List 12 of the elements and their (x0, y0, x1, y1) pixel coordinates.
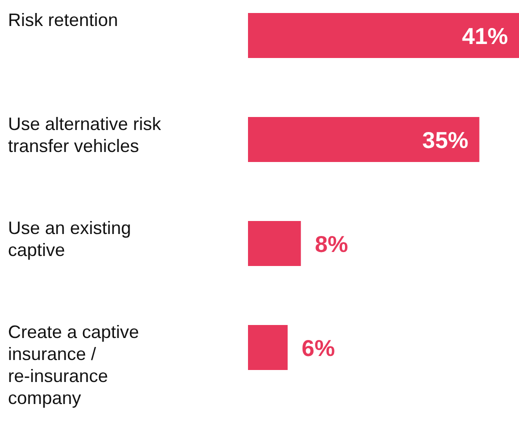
data-label: 8% (314, 230, 348, 257)
data-label: 35% (422, 126, 468, 153)
data-label: 41% (462, 22, 508, 49)
bar (248, 221, 301, 266)
y-tick-label: Use alternative risk transfer vehicles (8, 114, 162, 156)
y-tick-label: Create a captive insurance / re-insurance company (8, 322, 140, 408)
y-tick-label: Use an existing captive (8, 218, 132, 260)
bar (248, 117, 480, 162)
y-tick-label: Risk retention (8, 10, 118, 30)
bar (248, 13, 519, 58)
data-label: 6% (302, 334, 335, 361)
bar (248, 325, 288, 370)
